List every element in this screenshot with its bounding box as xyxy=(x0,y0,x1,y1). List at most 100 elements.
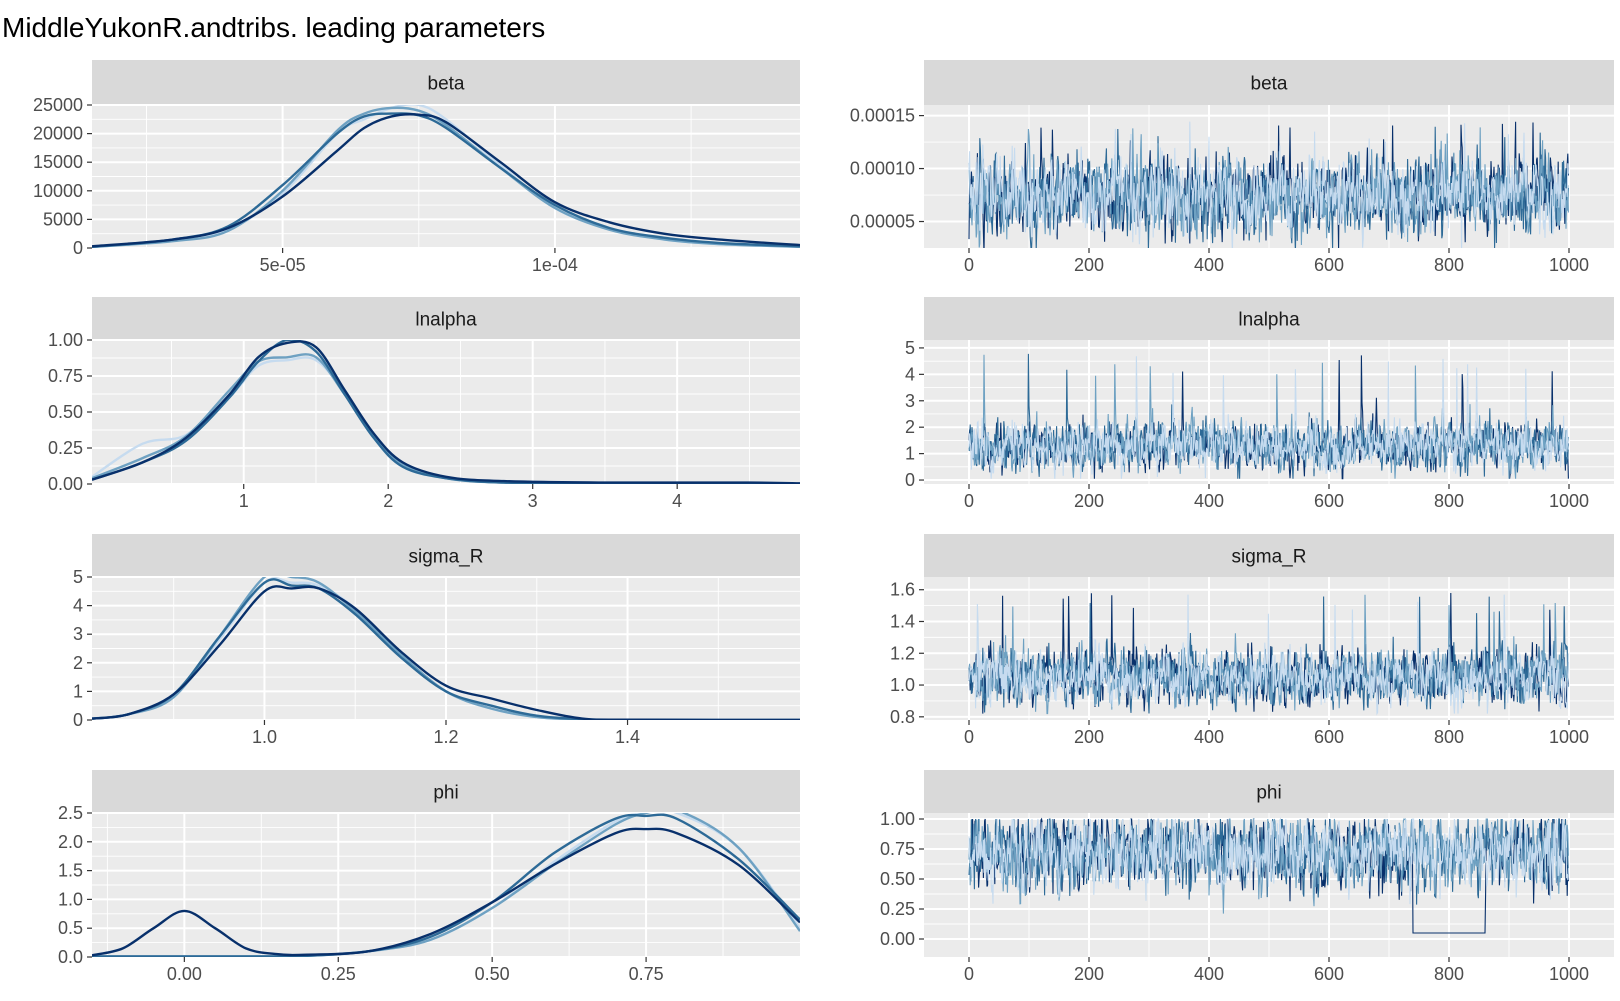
y-tick-label: 25000 xyxy=(33,95,83,115)
x-tick-label: 0.00 xyxy=(167,964,202,984)
y-tick-label: 1.4 xyxy=(890,611,915,631)
axes: 0 200 400 600 800 1000 0.00 0.25 0.50 0.75 1.00 xyxy=(880,809,1589,984)
y-tick-label: 0.50 xyxy=(880,869,915,889)
y-tick-label: 1.00 xyxy=(880,809,915,829)
axes: 0 200 400 600 800 1000 0.8 1.0 1.2 1.4 1.6 xyxy=(890,580,1589,747)
y-tick-label: 20000 xyxy=(33,124,83,144)
y-tick-label: 0.00005 xyxy=(850,212,915,232)
facet-panel-beta-density: beta 5e-05 1e-04 0 5000 10000 15000 20000 25000 xyxy=(33,60,800,275)
facet-panel-phi-trace: phi 0 200 400 600 800 1000 0.00 0.25 0.50 0.75 1.00 xyxy=(880,770,1614,984)
facet-strip xyxy=(924,770,1614,813)
density-line-chain-1 xyxy=(92,340,800,484)
y-tick-label: 0.75 xyxy=(48,366,83,386)
y-tick-label: 3 xyxy=(905,391,915,411)
y-tick-label: 0 xyxy=(73,710,83,730)
trace-line-chain-4 xyxy=(968,817,1569,905)
y-tick-label: 0.25 xyxy=(880,899,915,919)
facet-strip-label: lnalpha xyxy=(1238,310,1300,331)
y-tick-label: 15000 xyxy=(33,152,83,172)
y-tick-label: 0 xyxy=(905,470,915,490)
x-tick-label: 200 xyxy=(1074,964,1104,984)
facet-strip-label: sigma_R xyxy=(409,547,484,568)
facet-panel-sigma_R-trace: sigma_R 0 200 400 600 800 1000 0.8 1.0 1.2 1.4 1.6 xyxy=(890,534,1614,747)
facet-strip xyxy=(92,297,800,340)
gridlines xyxy=(92,812,800,958)
y-tick-label: 0.75 xyxy=(880,839,915,859)
x-tick-label: 2 xyxy=(383,491,393,511)
y-tick-label: 0.00 xyxy=(880,929,915,949)
facet-panel-phi-density: phi 0.00 0.25 0.50 0.75 0.0 0.5 1.0 1.5 2.0 2.5 xyxy=(58,770,800,984)
y-tick-label: 2 xyxy=(905,417,915,437)
x-tick-label: 0.50 xyxy=(475,964,510,984)
x-tick-label: 400 xyxy=(1194,491,1224,511)
y-tick-label: 10000 xyxy=(33,181,83,201)
y-tick-label: 1.0 xyxy=(890,675,915,695)
y-tick-label: 0.50 xyxy=(48,402,83,422)
x-tick-label: 200 xyxy=(1074,255,1104,275)
x-tick-label: 1000 xyxy=(1549,491,1589,511)
y-tick-label: 5 xyxy=(905,338,915,358)
trace-line-chain-4 xyxy=(968,121,1569,248)
chain-lines xyxy=(92,340,800,484)
axes: 0 200 400 600 800 1000 0 1 2 3 4 5 xyxy=(905,338,1589,511)
y-tick-label: 2.0 xyxy=(58,832,83,852)
chain-lines xyxy=(92,105,800,248)
y-tick-label: 0 xyxy=(73,238,83,258)
y-tick-label: 5000 xyxy=(43,209,83,229)
y-tick-label: 1.5 xyxy=(58,861,83,881)
facet-strip-label: lnalpha xyxy=(415,310,477,331)
figure-title: MiddleYukonR.andtribs. leading parameter… xyxy=(2,12,545,43)
chain-lines xyxy=(968,592,1569,716)
chain-lines xyxy=(968,353,1569,480)
x-tick-label: 800 xyxy=(1434,255,1464,275)
y-tick-label: 4 xyxy=(73,596,83,616)
axes: 1 2 3 4 0.00 0.25 0.50 0.75 1.00 xyxy=(48,330,682,511)
x-tick-label: 5e-05 xyxy=(260,255,306,275)
axes: 1.0 1.2 1.4 0 1 2 3 4 5 xyxy=(73,567,640,747)
y-tick-label: 2 xyxy=(73,653,83,673)
facet-strip xyxy=(924,297,1614,340)
density-line-chain-1 xyxy=(92,113,800,248)
x-tick-label: 0.25 xyxy=(321,964,356,984)
density-line-chain-3 xyxy=(92,106,800,248)
facet-strip-label: phi xyxy=(433,783,458,804)
trace-line-chain-4 xyxy=(968,594,1569,716)
y-tick-label: 0.8 xyxy=(890,707,915,727)
facet-strip-label: beta xyxy=(1251,74,1288,95)
x-tick-label: 600 xyxy=(1314,491,1344,511)
gridlines xyxy=(92,339,800,485)
x-tick-label: 200 xyxy=(1074,727,1104,747)
y-tick-label: 4 xyxy=(905,364,915,384)
x-tick-label: 0 xyxy=(964,727,974,747)
x-tick-label: 0 xyxy=(964,255,974,275)
x-tick-label: 800 xyxy=(1434,964,1464,984)
y-tick-label: 0.00010 xyxy=(850,159,915,179)
x-tick-label: 400 xyxy=(1194,255,1224,275)
x-tick-label: 1.2 xyxy=(433,727,458,747)
x-tick-label: 1 xyxy=(239,491,249,511)
y-tick-label: 0.00 xyxy=(48,474,83,494)
facet-strip-label: phi xyxy=(1256,783,1281,804)
y-tick-label: 0.0 xyxy=(58,947,83,967)
facet-panel-beta-trace: beta 0 200 400 600 800 1000 0.00005 0.00010 0.000… xyxy=(850,60,1614,275)
x-tick-label: 600 xyxy=(1314,255,1344,275)
density-line-chain-1 xyxy=(92,827,800,957)
y-tick-label: 5 xyxy=(73,567,83,587)
x-tick-label: 4 xyxy=(672,491,682,511)
x-tick-label: 1.0 xyxy=(252,727,277,747)
y-tick-label: 1 xyxy=(905,444,915,464)
x-tick-label: 400 xyxy=(1194,964,1224,984)
x-tick-label: 0 xyxy=(964,964,974,984)
y-tick-label: 1.2 xyxy=(890,643,915,663)
x-tick-label: 800 xyxy=(1434,727,1464,747)
x-tick-label: 600 xyxy=(1314,727,1344,747)
x-tick-label: 400 xyxy=(1194,727,1224,747)
x-tick-label: 0 xyxy=(964,491,974,511)
facet-strip-label: beta xyxy=(428,74,465,95)
y-tick-label: 1 xyxy=(73,681,83,701)
trace-line-chain-4 xyxy=(968,356,1569,479)
trace-line-chain-3 xyxy=(968,594,1569,715)
x-tick-label: 1000 xyxy=(1549,964,1589,984)
